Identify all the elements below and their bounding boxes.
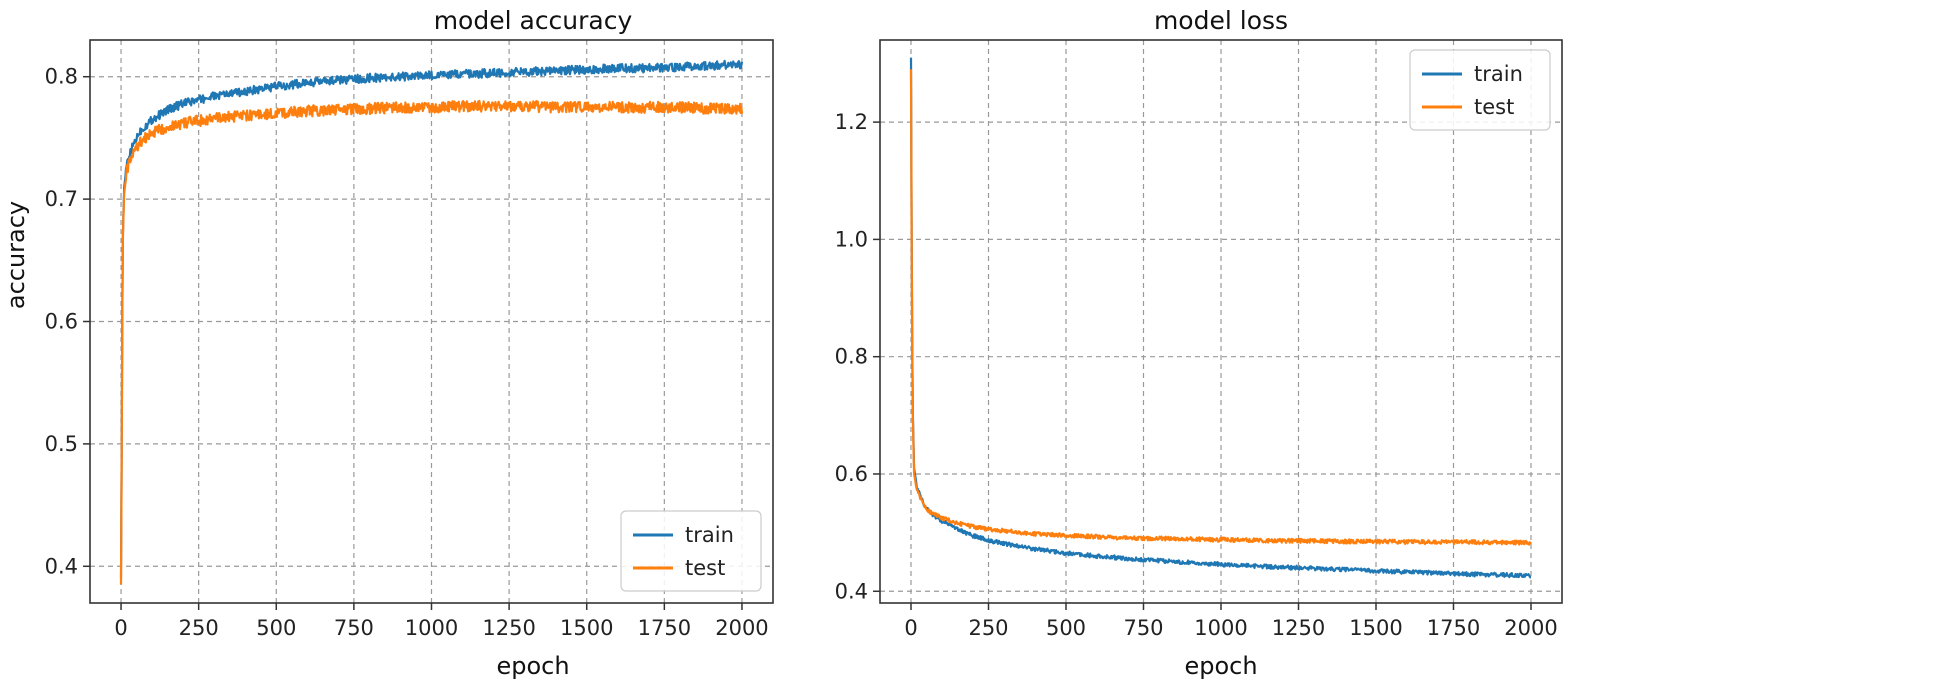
loss-y-tick-label: 0.4 <box>835 579 868 603</box>
loss-frame <box>879 39 1563 604</box>
loss-legend-label-test: test <box>1474 95 1514 119</box>
loss-x-tick-label: 1500 <box>1349 616 1402 640</box>
accuracy-chart: model accuracy epoch accuracy 0 250 500 750… <box>2 6 774 680</box>
accuracy-legend: train test <box>620 510 762 592</box>
accuracy-x-tick-label: 0 <box>114 616 127 640</box>
loss-chart: model loss epoch loss 025050075010001250… <box>835 6 1563 680</box>
loss-x-tick-label: 1750 <box>1427 616 1480 640</box>
accuracy-y-tick-label: 0.7 <box>45 187 78 211</box>
loss-legend-label-train: train <box>1474 62 1523 86</box>
accuracy-x-tick-label: 2000 <box>715 616 768 640</box>
accuracy-frame <box>89 39 774 604</box>
loss-x-tick-label: 0 <box>904 616 917 640</box>
loss-x-tick-label: 2000 <box>1504 616 1557 640</box>
loss-y-tick-label: 0.8 <box>835 345 868 369</box>
accuracy-series-test <box>119 99 744 585</box>
accuracy-y-tick-label: 0.6 <box>45 310 78 334</box>
accuracy-y-tick-label: 0.5 <box>45 432 78 456</box>
accuracy-legend-box <box>620 510 762 592</box>
loss-y-tick-label: 0.6 <box>835 462 868 486</box>
loss-chart-title: model loss <box>1154 6 1288 35</box>
accuracy-legend-label-test: test <box>685 556 725 580</box>
accuracy-y-axis-label: accuracy <box>2 201 30 309</box>
accuracy-x-tick-label: 500 <box>256 616 296 640</box>
accuracy-x-tick-label: 250 <box>179 616 219 640</box>
accuracy-x-tick-label: 1250 <box>482 616 535 640</box>
loss-y-tick-label: 1.2 <box>835 110 868 134</box>
accuracy-y-tick-label: 0.4 <box>45 554 78 578</box>
accuracy-chart-title: model accuracy <box>434 6 633 35</box>
accuracy-x-tick-label: 1500 <box>560 616 613 640</box>
loss-y-tick-label: 1.0 <box>835 227 868 251</box>
accuracy-series-train <box>119 59 744 579</box>
loss-legend: train test <box>1409 49 1551 131</box>
loss-series-test <box>909 69 1532 546</box>
loss-x-tick-label: 750 <box>1123 616 1163 640</box>
loss-x-tick-label: 1000 <box>1194 616 1247 640</box>
accuracy-x-tick-label: 1000 <box>405 616 458 640</box>
accuracy-x-tick-label: 1750 <box>638 616 691 640</box>
loss-x-tick-label: 1250 <box>1272 616 1325 640</box>
loss-series-train <box>909 57 1532 579</box>
accuracy-legend-label-train: train <box>685 523 734 547</box>
loss-legend-box <box>1409 49 1551 131</box>
accuracy-x-tick-label: 750 <box>334 616 374 640</box>
loss-x-axis-label: epoch <box>1184 652 1257 680</box>
accuracy-y-tick-label: 0.8 <box>45 65 78 89</box>
loss-x-tick-label: 250 <box>968 616 1008 640</box>
accuracy-x-axis-label: epoch <box>496 652 569 680</box>
loss-x-tick-label: 500 <box>1046 616 1086 640</box>
